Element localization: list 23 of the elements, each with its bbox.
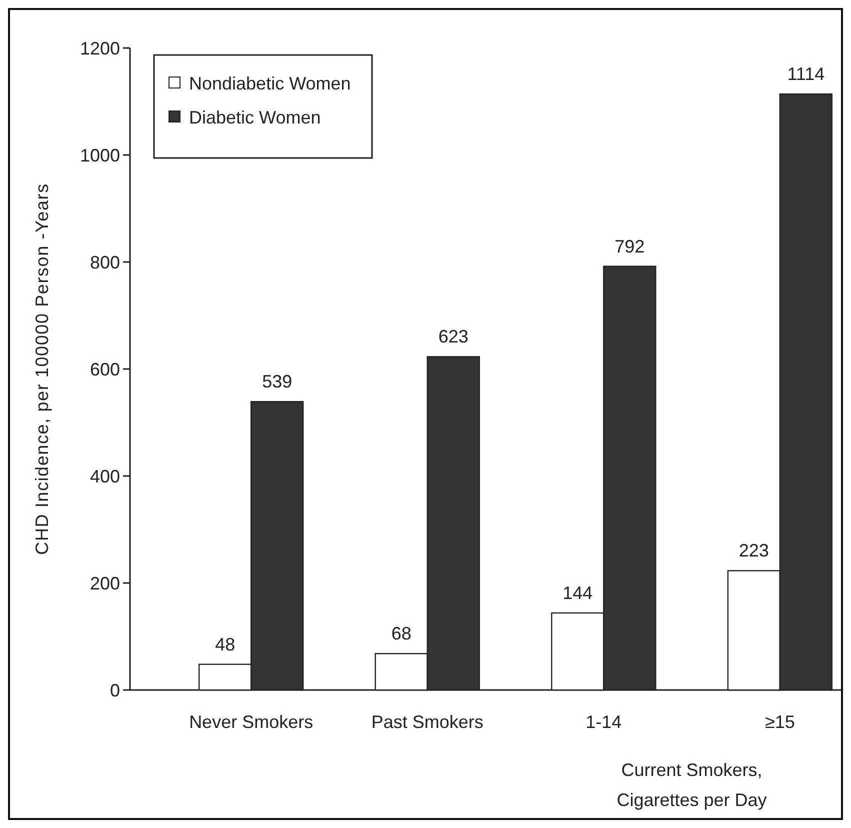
data-label: 223 — [738, 540, 769, 561]
data-label: 1114 — [787, 64, 825, 84]
y-tick-label: 800 — [90, 252, 120, 272]
data-label: 144 — [562, 582, 593, 603]
y-tick-label: 1000 — [80, 145, 120, 166]
x-tick-label: 1-14 — [586, 712, 622, 732]
x-tick-label: ≥15 — [764, 712, 795, 732]
y-tick-label: 600 — [90, 359, 120, 380]
y-tick-label: 400 — [90, 466, 120, 486]
data-label: 539 — [262, 372, 292, 392]
y-tick-label: 0 — [110, 680, 120, 700]
data-label: 48 — [215, 634, 236, 654]
data-label: 792 — [614, 236, 645, 256]
x-tick-label: Never Smokers — [189, 712, 314, 732]
legend-label: Nondiabetic Women — [189, 73, 351, 94]
x-axis-title: Current Smokers, Cigarettes per Day — [616, 760, 767, 810]
data-label: 68 — [391, 624, 412, 644]
legend-label: Diabetic Women — [189, 107, 321, 128]
data-label: 623 — [438, 326, 468, 347]
x-tick-label: Past Smokers — [371, 712, 484, 732]
y-axis-title: CHD Incidence, per 100000 Person -Years — [32, 183, 52, 555]
y-tick-label: 1200 — [80, 38, 120, 58]
y-tick-label: 200 — [90, 573, 120, 594]
